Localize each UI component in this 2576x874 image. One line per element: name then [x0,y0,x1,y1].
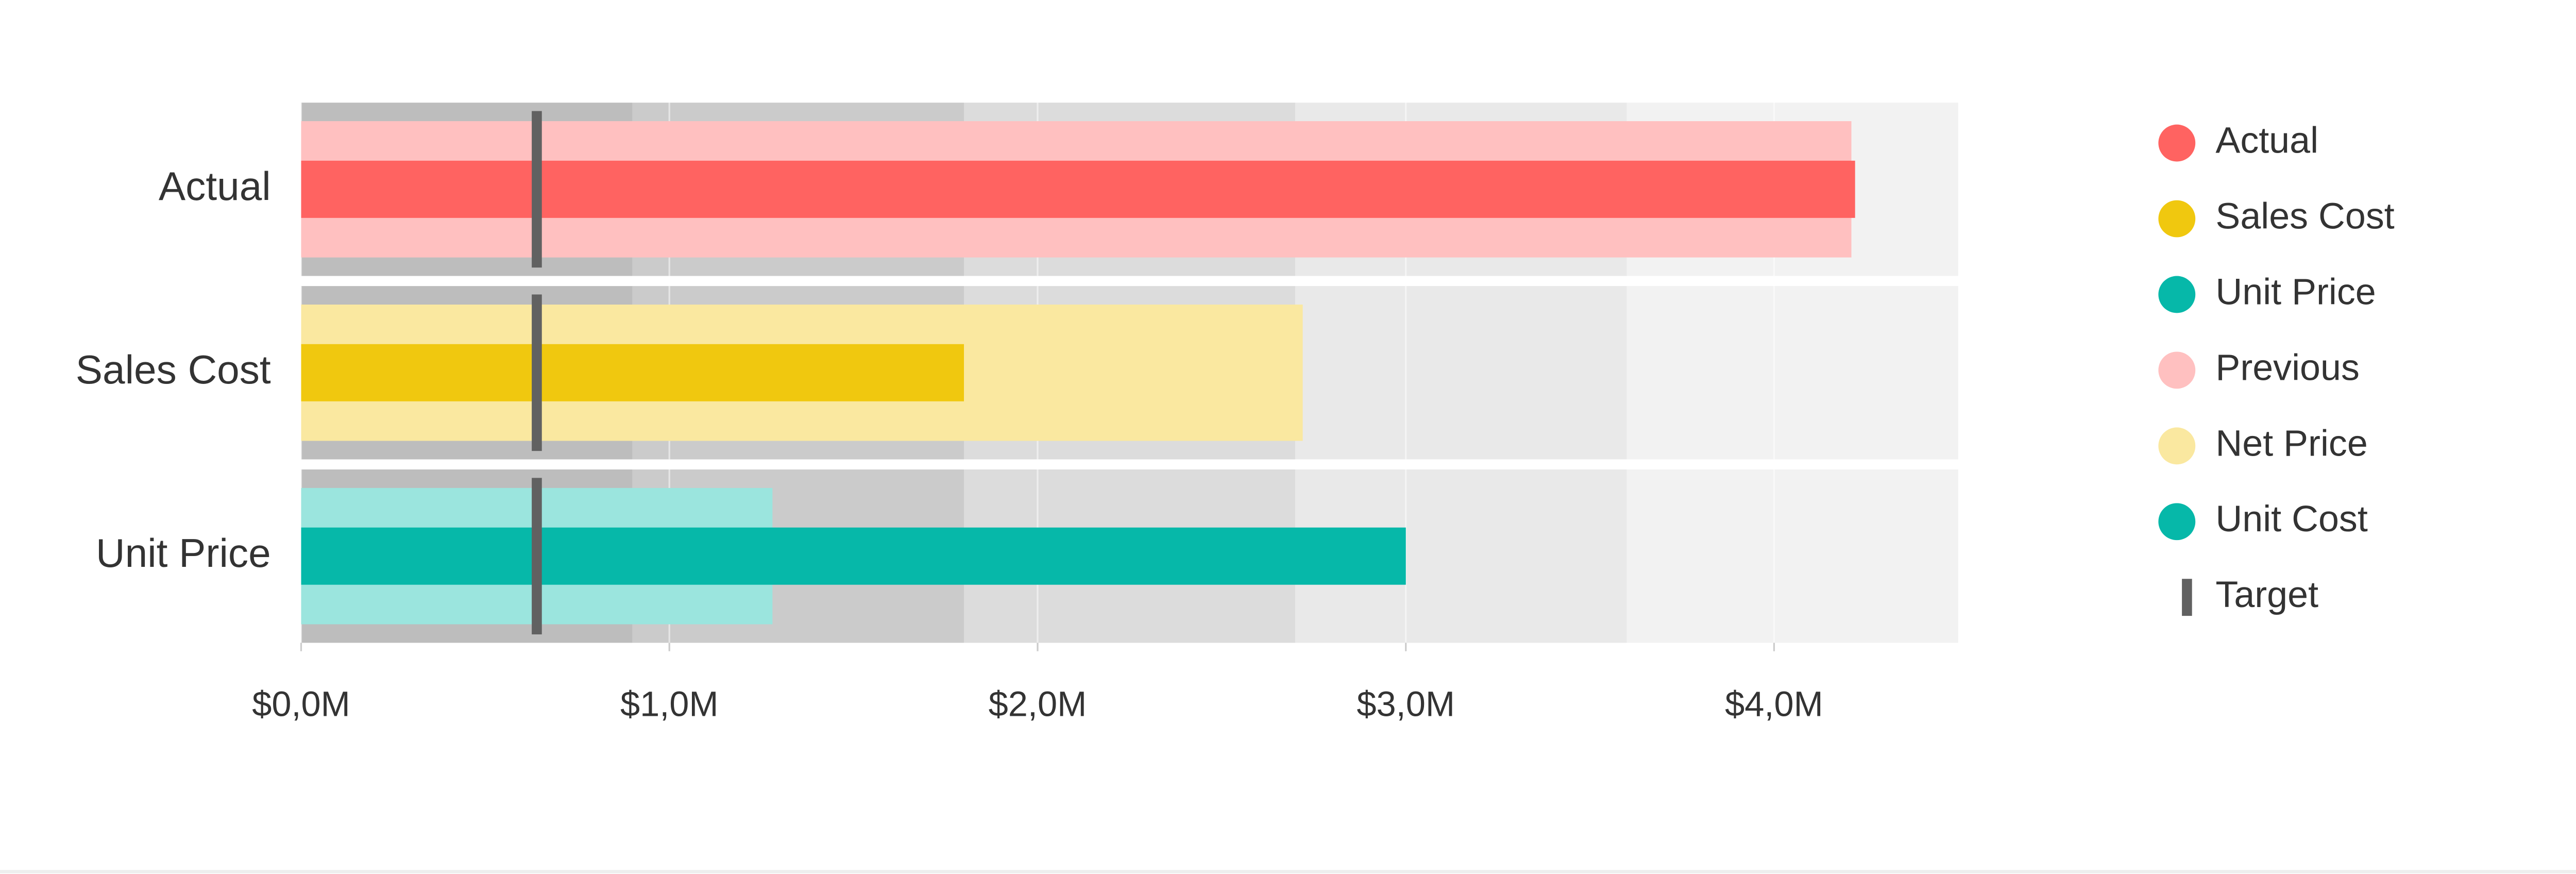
x-tick-label: $0,0M [252,684,350,724]
target-marker [532,111,542,268]
legend-label: Unit Price [2215,271,2376,312]
primary-bar [301,527,1406,585]
range-band [1626,286,1958,460]
x-tick-label: $3,0M [1357,684,1455,724]
target-marker [532,294,542,451]
x-tick-label: $4,0M [1725,684,1823,724]
target-marker [532,478,542,635]
legend-label: Sales Cost [2215,195,2394,237]
legend-swatch [2158,124,2196,162]
legend-swatch [2158,427,2196,465]
legend-label: Unit Cost [2215,498,2367,540]
legend-label: Target [2215,574,2318,615]
legend-swatch [2182,579,2192,616]
range-band [1626,469,1958,643]
legend-swatch [2158,200,2196,238]
legend-swatch [2158,503,2196,541]
x-tick-label: $2,0M [989,684,1087,724]
x-tick-label: $1,0M [620,684,719,724]
primary-bar [301,344,964,401]
legend-swatch [2158,276,2196,313]
legend-label: Net Price [2215,423,2367,464]
category-label: Actual [159,163,271,209]
primary-bar [301,160,1855,218]
category-label: Unit Price [96,530,271,576]
legend-label: Previous [2215,347,2359,388]
legend-swatch [2158,351,2196,389]
category-label: Sales Cost [76,347,271,392]
legend-label: Actual [2215,120,2318,161]
range-band [1295,286,1627,460]
